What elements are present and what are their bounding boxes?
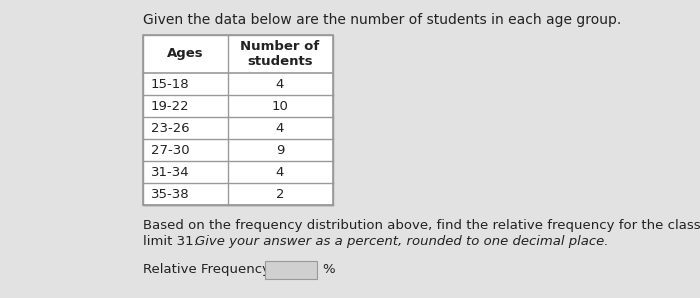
Text: Give your answer as a percent, rounded to one decimal place.: Give your answer as a percent, rounded t… (195, 235, 608, 248)
Text: 10: 10 (272, 100, 288, 113)
Text: 27-30: 27-30 (151, 144, 190, 156)
Text: 9: 9 (276, 144, 284, 156)
Text: Given the data below are the number of students in each age group.: Given the data below are the number of s… (143, 13, 622, 27)
Text: Ages: Ages (167, 47, 203, 60)
Text: 35-38: 35-38 (151, 187, 190, 201)
Text: 4: 4 (276, 77, 284, 91)
Text: %: % (322, 263, 335, 276)
Text: 4: 4 (276, 122, 284, 134)
Text: 19-22: 19-22 (151, 100, 190, 113)
Text: 15-18: 15-18 (151, 77, 190, 91)
Text: 23-26: 23-26 (151, 122, 190, 134)
Text: 31-34: 31-34 (151, 165, 190, 179)
Text: Relative Frequency =: Relative Frequency = (143, 263, 286, 276)
Text: 2: 2 (276, 187, 284, 201)
Text: Number of
students: Number of students (240, 40, 320, 68)
Bar (265, 261, 317, 279)
Text: limit 31.: limit 31. (143, 235, 202, 248)
Text: 4: 4 (276, 165, 284, 179)
Text: Based on the frequency distribution above, find the relative frequency for the c: Based on the frequency distribution abov… (143, 219, 700, 232)
